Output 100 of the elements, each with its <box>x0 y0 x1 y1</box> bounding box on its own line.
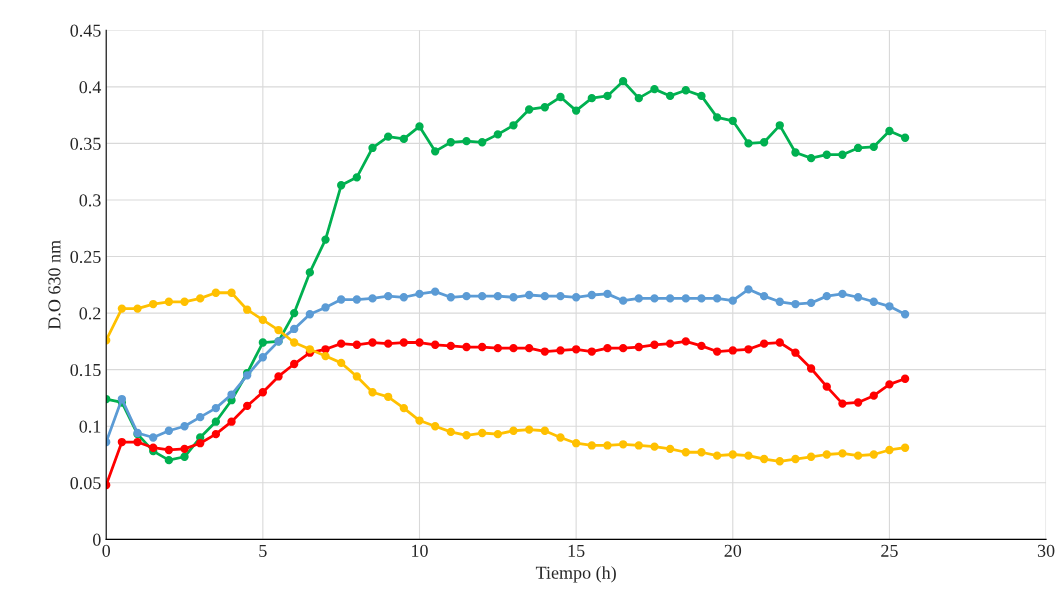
point <box>164 455 174 465</box>
point <box>446 427 455 437</box>
point <box>838 289 847 299</box>
point <box>853 143 863 153</box>
point <box>869 391 878 400</box>
point <box>446 293 455 302</box>
point <box>665 444 675 454</box>
point <box>759 138 769 147</box>
point <box>524 344 534 353</box>
point <box>446 138 455 147</box>
point <box>133 437 142 447</box>
point <box>383 132 393 141</box>
point <box>540 426 549 435</box>
point <box>164 297 174 306</box>
point <box>352 340 361 349</box>
point <box>196 413 205 422</box>
point <box>775 457 784 466</box>
point <box>383 291 393 301</box>
point <box>462 342 471 352</box>
point <box>321 303 330 312</box>
point <box>650 294 659 303</box>
point <box>697 294 706 303</box>
point <box>368 143 377 153</box>
point <box>744 285 753 294</box>
point <box>681 337 690 346</box>
point <box>838 150 847 159</box>
point <box>634 294 643 303</box>
point <box>822 291 831 301</box>
point <box>728 296 737 305</box>
x-tick-label: 5 <box>259 544 267 557</box>
point <box>603 344 612 353</box>
point <box>681 86 690 95</box>
point <box>117 437 127 447</box>
point <box>477 342 487 352</box>
point <box>587 347 596 356</box>
y-tick-label: 0.4 <box>79 81 102 94</box>
point <box>243 401 252 411</box>
point <box>164 445 174 455</box>
point <box>885 380 894 389</box>
y-tick-label: 0.35 <box>70 137 101 150</box>
point <box>462 431 471 440</box>
point <box>838 449 847 458</box>
point <box>665 339 675 348</box>
point <box>180 422 189 431</box>
point <box>415 122 424 131</box>
point <box>618 440 628 449</box>
point <box>524 105 534 114</box>
point <box>791 148 800 157</box>
point <box>650 340 659 349</box>
point <box>133 304 142 313</box>
point <box>290 324 299 334</box>
point <box>493 291 502 301</box>
x-tick-label: 30 <box>1037 544 1055 557</box>
point <box>728 346 737 355</box>
point <box>368 388 377 397</box>
point <box>618 77 628 86</box>
point <box>712 451 722 460</box>
point <box>587 441 596 450</box>
point <box>337 295 346 304</box>
point <box>368 294 377 303</box>
point <box>117 304 127 313</box>
point <box>540 291 549 301</box>
point <box>806 298 816 308</box>
point <box>196 439 205 448</box>
point <box>290 308 299 318</box>
point <box>822 150 831 159</box>
point <box>775 338 784 347</box>
point <box>869 450 878 459</box>
point <box>759 454 769 464</box>
point <box>634 441 643 450</box>
point <box>540 103 549 112</box>
point <box>149 433 158 442</box>
point <box>446 341 455 351</box>
point <box>524 425 534 434</box>
point <box>399 134 408 144</box>
point <box>352 173 361 182</box>
point <box>430 422 440 431</box>
point <box>509 344 518 353</box>
point <box>149 299 158 309</box>
y-tick-label: 0.15 <box>70 363 101 377</box>
point <box>806 452 816 461</box>
point <box>838 399 847 408</box>
x-tick-label: 20 <box>724 544 742 557</box>
point <box>352 372 361 381</box>
point <box>822 450 831 459</box>
point <box>618 296 628 305</box>
point <box>462 291 471 301</box>
point <box>227 288 236 297</box>
y-tick-label: 0.2 <box>79 307 101 320</box>
point <box>430 340 440 349</box>
point <box>634 342 643 352</box>
point <box>211 429 221 439</box>
point <box>258 353 268 362</box>
point <box>305 310 315 319</box>
point <box>509 293 518 302</box>
x-tick-label: 10 <box>412 544 428 557</box>
point <box>697 448 706 457</box>
point <box>791 348 800 357</box>
point <box>399 293 408 302</box>
y-tick-label: 0.05 <box>70 477 101 490</box>
